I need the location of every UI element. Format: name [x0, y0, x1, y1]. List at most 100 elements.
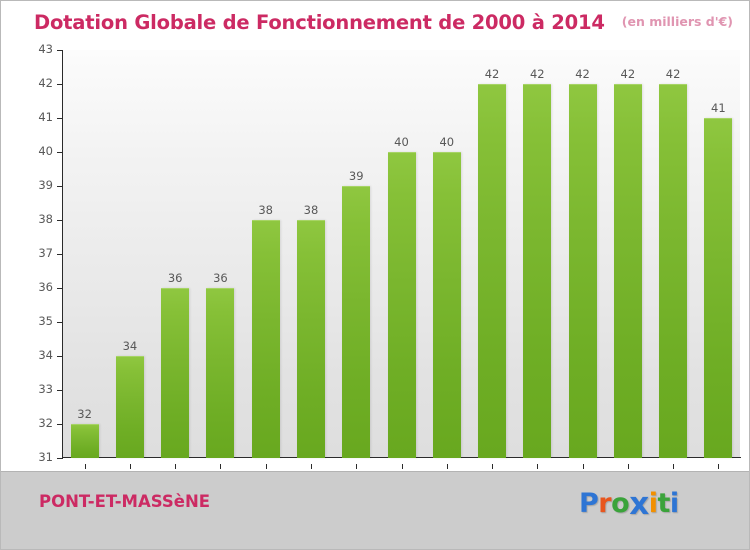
bar[interactable]	[342, 186, 371, 458]
brand-letter: x	[629, 486, 649, 522]
page-title: Dotation Globale de Fonctionnement de 20…	[34, 10, 605, 34]
bar-slot[interactable]: 402007	[387, 50, 416, 488]
x-axis-tick	[537, 464, 539, 469]
y-axis-tick: 37	[38, 246, 63, 260]
bar-slot[interactable]: 362003	[206, 50, 235, 488]
y-axis-tick: 41	[38, 110, 63, 124]
bar-slot[interactable]: 422010	[523, 50, 552, 488]
bar[interactable]	[206, 288, 235, 458]
y-axis-tick-label: 32	[38, 416, 53, 430]
y-axis-tick-label: 40	[38, 144, 53, 158]
y-axis-tick: 34	[38, 348, 63, 362]
y-axis-tick-label: 43	[38, 42, 53, 56]
bar-series: 322000 342001 362002 362003 382004 382005 3920…	[62, 50, 741, 488]
bar-value-label: 42	[484, 67, 500, 81]
x-axis-tick	[673, 464, 675, 469]
bar-slot[interactable]: 412014	[704, 50, 733, 488]
bar-value-label: 40	[394, 135, 409, 149]
bar-slot[interactable]: 422009	[477, 50, 507, 488]
commune-name: PONT-ET-MASSèNE	[39, 492, 211, 511]
bar[interactable]	[70, 424, 99, 458]
x-axis-tick	[175, 464, 177, 469]
bar-slot[interactable]: 392006	[342, 50, 371, 488]
x-axis-tick	[582, 464, 584, 469]
bar-slot[interactable]: 382005	[296, 50, 325, 488]
chart-header: Dotation Globale de Fonctionnement de 20…	[1, 1, 749, 43]
brand-letter: o	[611, 488, 630, 519]
brand-letter: t	[657, 488, 670, 519]
x-axis-tick	[401, 464, 403, 469]
bar-value-label: 32	[77, 407, 92, 421]
brand-letter: i	[669, 488, 679, 519]
x-axis-tick	[446, 464, 448, 469]
bar[interactable]	[613, 84, 642, 458]
x-axis-tick	[129, 464, 131, 469]
x-axis-tick	[627, 464, 629, 469]
bar-value-label: 36	[167, 271, 183, 285]
y-axis-tick: 43	[38, 42, 63, 56]
y-axis-tick-label: 35	[38, 314, 53, 328]
y-axis-tick: 39	[38, 178, 63, 192]
bar[interactable]	[659, 84, 688, 458]
y-axis-tick-label: 38	[38, 212, 53, 226]
brand-letter: i	[648, 488, 658, 519]
bar[interactable]	[523, 84, 552, 458]
bar-slot[interactable]: 422011	[568, 50, 597, 488]
bar-value-label: 38	[303, 203, 319, 217]
x-axis-tick	[492, 464, 494, 469]
y-axis-tick: 32	[38, 416, 63, 430]
y-axis-tick: 35	[38, 314, 63, 328]
y-axis-tick-label: 39	[38, 178, 53, 192]
bar-value-label: 42	[529, 67, 545, 81]
x-axis-tick	[84, 464, 86, 469]
bar[interactable]	[251, 220, 280, 458]
bar[interactable]	[387, 152, 416, 458]
bar-slot[interactable]: 402008	[432, 50, 461, 488]
bar-value-label: 39	[348, 169, 364, 183]
bar[interactable]	[161, 288, 190, 458]
bar-slot[interactable]: 422013	[658, 50, 688, 488]
y-axis-tick: 38	[38, 212, 63, 226]
bar-value-label: 42	[575, 67, 590, 81]
x-axis-tick	[220, 464, 222, 469]
bar-slot[interactable]: 322000	[70, 50, 99, 488]
y-axis-tick: 33	[38, 382, 63, 396]
y-axis-tick: 36	[38, 280, 63, 294]
bar[interactable]	[296, 220, 325, 458]
y-axis-tick: 42	[38, 76, 63, 90]
bar[interactable]	[478, 84, 507, 458]
bar-slot[interactable]: 362002	[161, 50, 190, 488]
bar[interactable]	[568, 84, 597, 458]
bar-value-label: 42	[620, 67, 636, 81]
proxiti-logo[interactable]: Proxiti	[579, 484, 679, 522]
chart-footer: PONT-ET-MASSèNE Proxiti	[1, 471, 749, 549]
bar-value-label: 41	[711, 101, 726, 115]
y-axis-tick-label: 36	[38, 280, 53, 294]
bar-value-label: 36	[213, 271, 228, 285]
bar[interactable]	[115, 356, 144, 458]
y-axis-tick-label: 42	[38, 76, 53, 90]
y-axis-tick-label: 34	[38, 348, 53, 362]
x-axis-tick	[310, 464, 312, 469]
x-axis-tick	[265, 464, 267, 469]
bar-value-label: 34	[122, 339, 138, 353]
bar-value-label: 40	[439, 135, 455, 149]
x-axis-tick	[356, 464, 358, 469]
chart-units-subtitle: (en milliers d'€)	[621, 14, 733, 29]
bar-slot[interactable]: 422012	[613, 50, 642, 488]
bar-value-label: 38	[258, 203, 274, 217]
y-axis-tick: 31	[38, 450, 63, 464]
bar[interactable]	[704, 118, 733, 458]
brand-letter: r	[598, 488, 612, 519]
y-axis-tick-label: 33	[38, 382, 53, 396]
y-axis-tick-label: 41	[38, 110, 53, 124]
x-axis-tick	[718, 464, 720, 469]
bar-slot[interactable]: 342001	[115, 50, 144, 488]
bar-value-label: 42	[665, 67, 681, 81]
y-axis-tick-label: 31	[38, 450, 53, 464]
bar-slot[interactable]: 382004	[251, 50, 280, 488]
brand-letter: P	[579, 488, 599, 519]
bar[interactable]	[432, 152, 461, 458]
